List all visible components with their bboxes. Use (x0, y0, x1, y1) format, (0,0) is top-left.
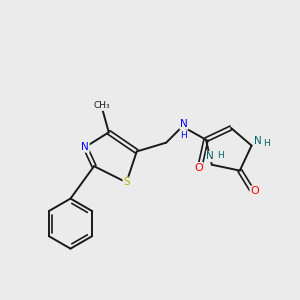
Text: H: H (263, 139, 270, 148)
Text: N: N (180, 119, 188, 129)
Text: H: H (217, 152, 224, 160)
Text: N: N (254, 136, 261, 146)
Text: CH₃: CH₃ (93, 101, 110, 110)
Text: H: H (181, 131, 187, 140)
Text: O: O (194, 163, 203, 173)
Text: S: S (123, 177, 130, 188)
Text: O: O (250, 186, 259, 196)
Text: N: N (206, 152, 214, 161)
Text: N: N (81, 142, 89, 152)
